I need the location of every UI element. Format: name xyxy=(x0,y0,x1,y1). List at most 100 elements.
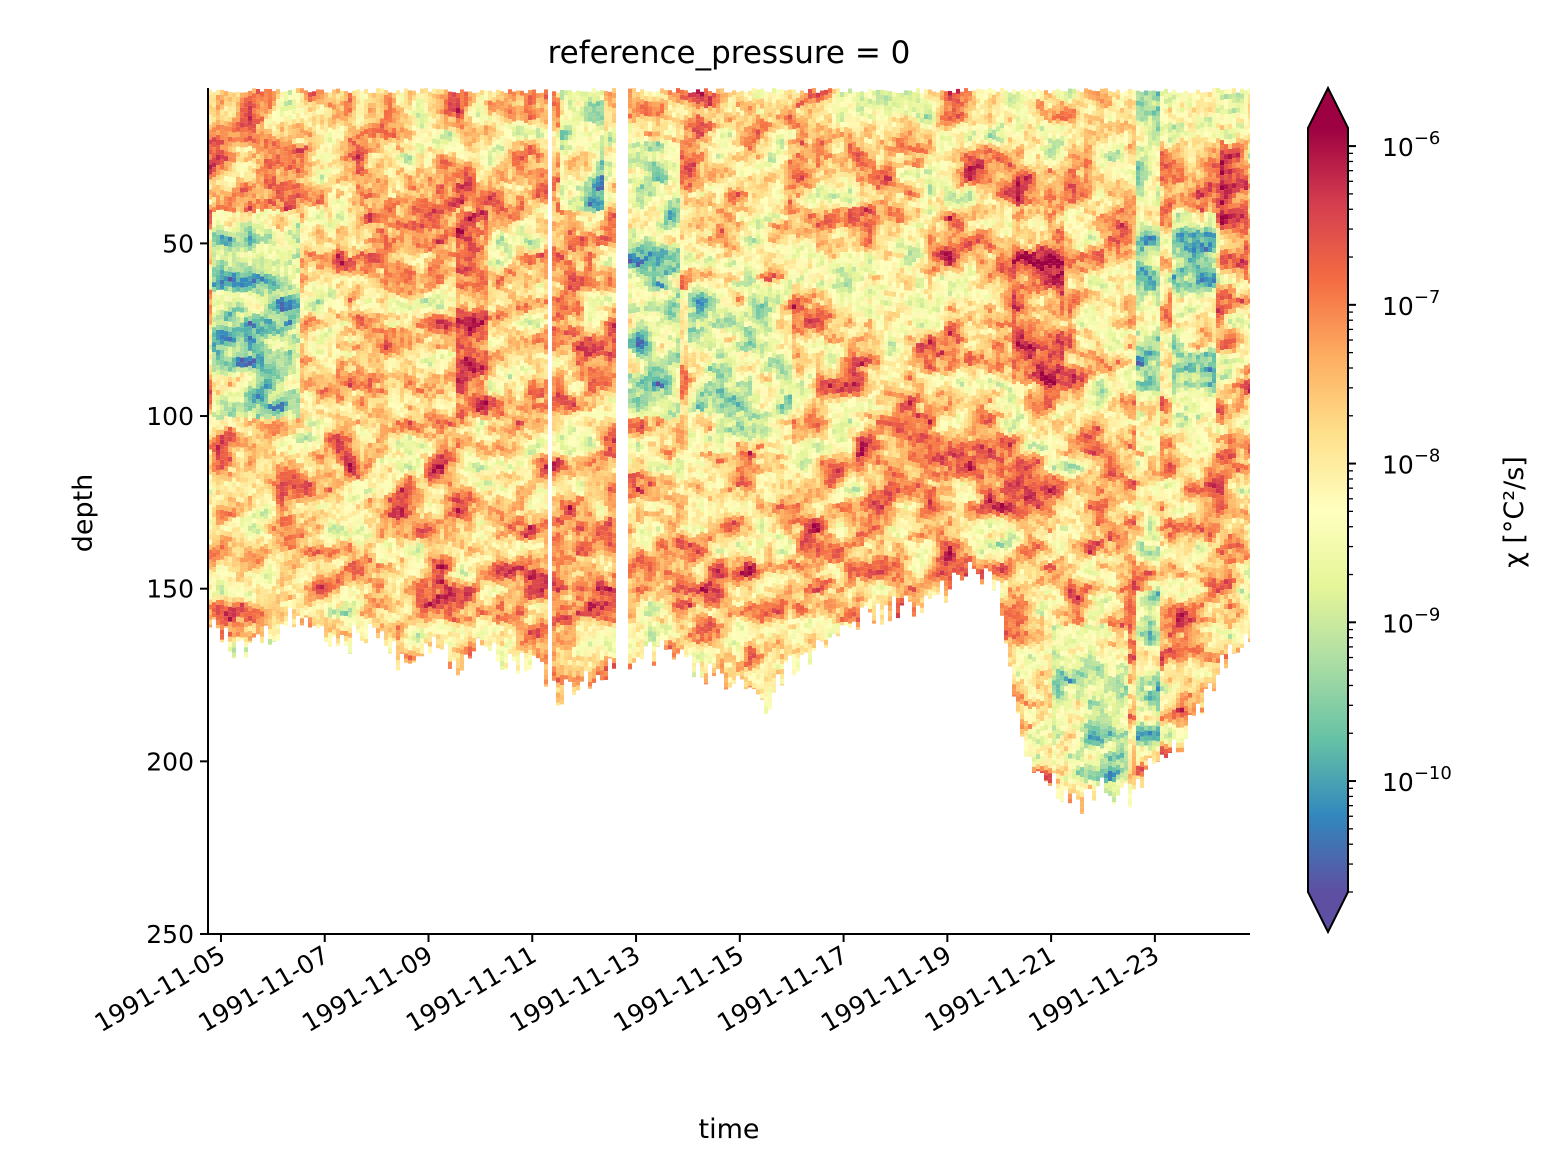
heatmap-cell xyxy=(360,356,364,361)
heatmap-cell xyxy=(316,299,320,304)
heatmap-cell xyxy=(352,191,356,196)
heatmap-cell xyxy=(224,376,228,381)
heatmap-cell xyxy=(372,168,376,173)
heatmap-cell xyxy=(308,372,312,377)
heatmap-cell xyxy=(316,169,320,174)
heatmap-cell xyxy=(380,533,384,538)
heatmap-cell xyxy=(312,166,316,171)
heatmap-cell xyxy=(244,387,248,392)
heatmap-cell xyxy=(252,348,256,353)
heatmap-cell xyxy=(312,326,316,331)
heatmap-cell xyxy=(260,207,264,212)
heatmap-cell xyxy=(336,509,340,514)
heatmap-cell xyxy=(300,433,304,438)
heatmap-cell xyxy=(352,581,356,586)
heatmap-cell xyxy=(388,233,392,238)
heatmap-cell xyxy=(304,610,308,615)
heatmap-cell xyxy=(340,341,344,346)
heatmap-cell xyxy=(216,280,220,285)
heatmap-cell xyxy=(372,543,376,548)
heatmap-cell xyxy=(336,379,340,384)
heatmap-cell xyxy=(344,516,348,521)
heatmap-cell xyxy=(256,604,260,609)
heatmap-cell xyxy=(320,265,324,270)
heatmap-cell xyxy=(336,419,340,424)
heatmap-cell xyxy=(372,303,376,308)
heatmap-cell xyxy=(340,101,344,106)
heatmap-cell xyxy=(212,537,216,542)
heatmap-cell xyxy=(236,412,240,417)
heatmap-cell xyxy=(212,132,216,137)
heatmap-cell xyxy=(296,533,300,538)
heatmap-cell xyxy=(260,417,264,422)
heatmap-cell xyxy=(332,350,336,355)
heatmap-cell xyxy=(344,231,348,236)
heatmap-cell xyxy=(228,452,232,457)
heatmap-cell xyxy=(300,368,304,373)
heatmap-cell xyxy=(360,521,364,526)
heatmap-cell xyxy=(232,453,236,458)
heatmap-cell xyxy=(312,126,316,131)
heatmap-cell xyxy=(268,144,272,149)
heatmap-cell xyxy=(296,558,300,563)
heatmap-cell xyxy=(228,217,232,222)
heatmap-cell xyxy=(240,338,244,343)
heatmap-cell xyxy=(364,354,368,359)
heatmap-cell xyxy=(308,102,312,107)
heatmap-cell xyxy=(224,116,228,121)
heatmap-cell xyxy=(240,418,244,423)
heatmap-cell xyxy=(292,284,296,289)
heatmap-cell xyxy=(372,273,376,278)
heatmap-cell xyxy=(380,468,384,473)
heatmap-cell xyxy=(360,416,364,421)
heatmap-cell xyxy=(352,441,356,446)
heatmap-cell xyxy=(300,583,304,588)
heatmap-cell xyxy=(256,89,260,94)
heatmap-cell xyxy=(304,180,308,185)
heatmap-cell xyxy=(352,96,356,101)
heatmap-cell xyxy=(292,144,296,149)
heatmap-cell xyxy=(212,507,216,512)
heatmap-cell xyxy=(212,127,216,132)
heatmap-cell xyxy=(224,356,228,361)
heatmap-cell xyxy=(248,226,252,231)
heatmap-cell xyxy=(252,573,256,578)
heatmap-cell xyxy=(288,255,292,260)
heatmap-cell xyxy=(228,117,232,122)
heatmap-cell xyxy=(280,197,284,202)
heatmap-cell xyxy=(268,594,272,599)
heatmap-cell xyxy=(324,142,328,147)
heatmap-cell xyxy=(276,234,280,239)
heatmap-cell xyxy=(384,290,388,295)
heatmap-cell xyxy=(328,448,332,453)
heatmap-cell xyxy=(244,322,248,327)
heatmap-cell xyxy=(340,426,344,431)
heatmap-cell xyxy=(368,283,372,288)
heatmap-cell xyxy=(384,420,388,425)
heatmap-cell xyxy=(384,495,388,500)
heatmap-cell xyxy=(368,533,372,538)
heatmap-cell xyxy=(304,165,308,170)
heatmap-cell xyxy=(304,370,308,375)
heatmap-cell xyxy=(280,437,284,442)
heatmap-cell xyxy=(368,148,372,153)
heatmap-cell xyxy=(212,142,216,147)
heatmap-cell xyxy=(340,561,344,566)
heatmap-cell xyxy=(280,542,284,547)
heatmap-cell xyxy=(252,583,256,588)
heatmap-cell xyxy=(264,184,268,189)
heatmap-cell xyxy=(284,326,288,331)
heatmap-cell xyxy=(264,614,268,619)
heatmap-cell xyxy=(272,621,276,626)
heatmap-cell xyxy=(248,121,252,126)
heatmap-cell xyxy=(240,433,244,438)
heatmap-cell xyxy=(228,302,232,307)
heatmap-cell xyxy=(312,151,316,156)
heatmap-cell xyxy=(364,374,368,379)
heatmap-cell xyxy=(352,506,356,511)
heatmap-cell xyxy=(300,233,304,238)
heatmap-cell xyxy=(288,465,292,470)
heatmap-cell xyxy=(236,117,240,122)
heatmap-cell xyxy=(256,179,260,184)
heatmap-cell xyxy=(224,536,228,541)
